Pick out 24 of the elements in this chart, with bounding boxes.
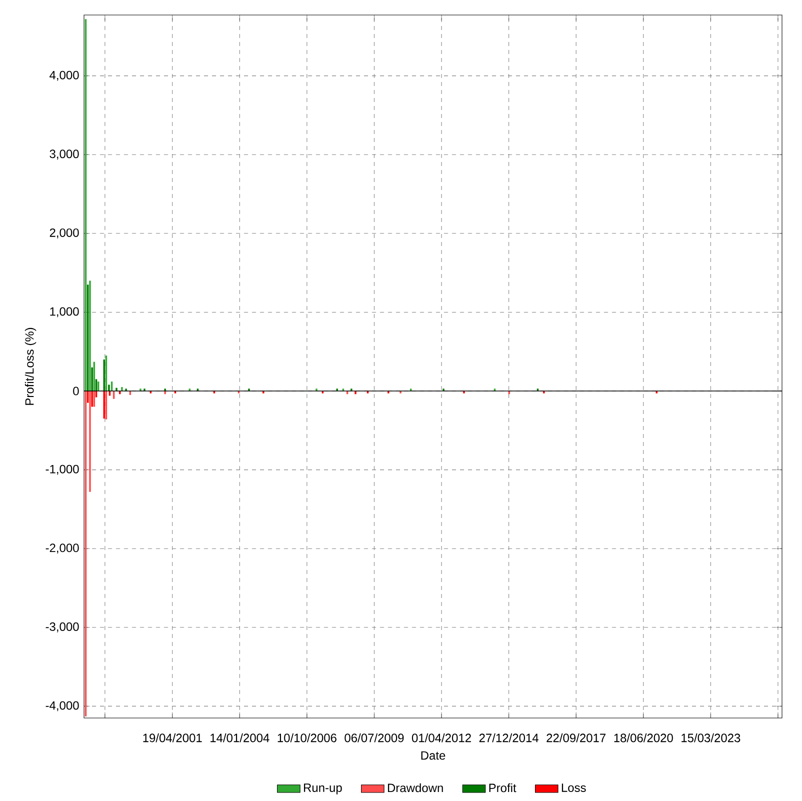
y-tick-label: 0 <box>73 386 79 396</box>
x-tick-label: 15/03/2023 <box>682 733 740 742</box>
x-tick-label: 27/12/2014 <box>479 733 538 742</box>
y-tick-label: 1,000 <box>50 307 79 318</box>
y-tick-label: -4,000 <box>46 701 79 712</box>
x-tick-label: 19/04/2001 <box>143 733 202 742</box>
x-tick-label: 22/09/2017 <box>546 733 606 742</box>
y-tick-label: 4,000 <box>50 70 79 81</box>
legend-label: Run-up <box>304 784 342 794</box>
y-tick-label: -1,000 <box>46 464 79 475</box>
x-tick-label: 18/06/2020 <box>614 733 673 742</box>
y-tick-label: -2,000 <box>46 544 79 554</box>
x-axis-title: Date <box>421 751 446 760</box>
legend-label: Loss <box>562 784 586 792</box>
x-tick-label: 10/10/2006 <box>278 733 336 742</box>
legend-label: Drawdown <box>388 783 443 792</box>
y-axis-title: Profit/Loss (%) <box>24 328 36 405</box>
y-tick-label: 2,000 <box>50 228 79 238</box>
x-tick-label: 01/04/2012 <box>412 733 471 742</box>
x-tick-label: 14/01/2004 <box>210 733 270 742</box>
y-tick-label: -3,000 <box>46 622 79 632</box>
legend-label: Profit <box>489 783 516 792</box>
x-tick-label: 06/07/2009 <box>344 733 404 742</box>
y-tick-label: 3,000 <box>50 150 79 160</box>
